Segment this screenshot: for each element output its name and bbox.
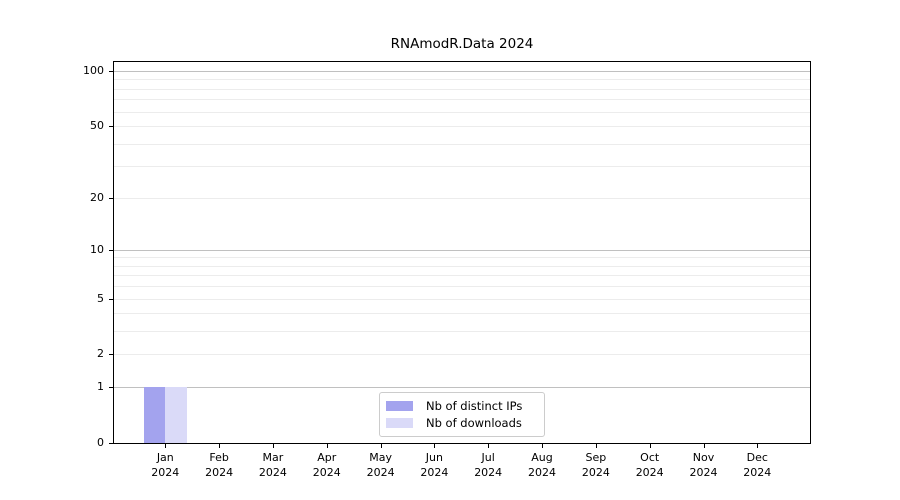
x-tick-label: Jan 2024 — [151, 451, 180, 479]
gridline-major — [114, 387, 810, 389]
gridline-minor — [114, 257, 810, 259]
legend-label: Nb of downloads — [426, 415, 522, 430]
gridline-major — [114, 249, 810, 251]
x-tick — [219, 444, 221, 448]
gridline-minor — [114, 265, 810, 267]
gridline-minor — [114, 298, 810, 300]
y-tick-label: 5 — [97, 291, 104, 305]
x-tick — [595, 444, 597, 448]
legend-row: Nb of distinct IPs — [386, 398, 537, 414]
legend: Nb of distinct IPs Nb of downloads — [379, 392, 545, 437]
x-tick-label: Nov 2024 — [689, 451, 718, 479]
x-tick-label: May 2024 — [366, 451, 395, 479]
gridline-minor — [114, 166, 810, 168]
x-tick — [757, 444, 759, 448]
gridline-minor — [114, 99, 810, 101]
gridline-minor — [114, 286, 810, 288]
gridline-minor — [114, 275, 810, 277]
gridline-minor — [114, 126, 810, 128]
y-tick-label: 20 — [90, 190, 104, 204]
plot-area: 0 1 2 5 10 20 50 100 Jan 2024 Feb 2024 Mar 2024 Apr… — [83, 61, 811, 479]
x-tick-label: Jul 2024 — [474, 451, 503, 479]
gridline-minor — [114, 331, 810, 333]
x-tick-label: Oct 2024 — [635, 451, 664, 479]
x-tick — [380, 444, 382, 448]
legend-label: Nb of distinct IPs — [426, 398, 523, 413]
x-tick-label: Dec 2024 — [743, 451, 772, 479]
gridline-minor — [114, 197, 810, 199]
gridline-minor — [114, 79, 810, 81]
legend-row: Nb of downloads — [386, 415, 537, 431]
x-tick-label: Sep 2024 — [581, 451, 610, 479]
x-tick-label: Mar 2024 — [258, 451, 287, 479]
x-tick-label: Jun 2024 — [420, 451, 449, 479]
x-tick — [326, 444, 328, 448]
y-tick — [109, 197, 113, 199]
x-tick-label: Apr 2024 — [312, 451, 341, 479]
y-tick — [109, 298, 113, 300]
gridline-minor — [114, 354, 810, 356]
gridline-minor — [114, 313, 810, 315]
y-tick-label: 100 — [83, 64, 104, 77]
x-tick — [542, 444, 543, 448]
chart-title: RNAmodR.Data 2024 — [390, 36, 534, 52]
gridline-minor — [114, 143, 810, 145]
y-tick — [109, 249, 113, 251]
x-tick — [488, 444, 490, 448]
legend-swatch — [386, 418, 413, 428]
y-tick — [109, 387, 113, 389]
bar-nb-of-downloads — [165, 387, 188, 443]
y-tick-label: 0 — [97, 436, 104, 449]
legend-swatch — [386, 401, 413, 411]
y-tick-label: 1 — [97, 380, 104, 394]
x-tick — [272, 444, 274, 448]
gridline-minor — [114, 88, 810, 90]
y-tick-label: 50 — [90, 119, 104, 133]
x-tick — [165, 444, 167, 448]
x-tick — [649, 444, 651, 448]
x-tick — [434, 444, 436, 448]
gridline-minor — [114, 111, 810, 113]
x-tick — [703, 444, 705, 448]
y-tick-label: 2 — [97, 347, 104, 361]
bar-nb-of-distinct-ips — [143, 387, 166, 443]
x-tick-label: Feb 2024 — [205, 451, 234, 479]
y-tick — [109, 443, 113, 444]
y-tick — [109, 354, 113, 356]
y-tick — [109, 71, 113, 72]
x-tick-label: Aug 2024 — [528, 451, 556, 479]
gridline-major — [114, 71, 810, 72]
y-tick — [109, 126, 113, 128]
y-tick-label: 10 — [90, 242, 104, 256]
